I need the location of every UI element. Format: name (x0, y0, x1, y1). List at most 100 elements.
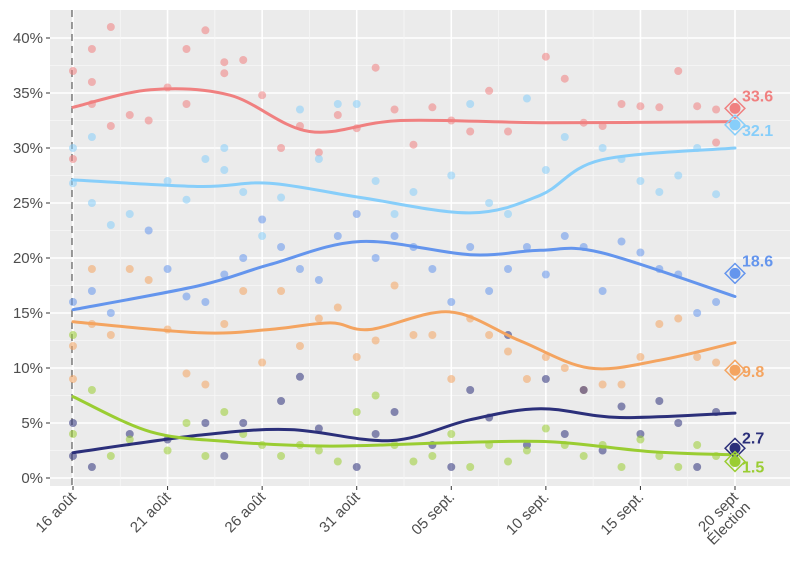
trend-line (71, 395, 737, 457)
poll-point (371, 177, 380, 185)
poll-point (522, 441, 531, 449)
result-diamond-outline (724, 113, 746, 136)
poll-point (314, 148, 323, 157)
result-label: 9.8 (742, 364, 764, 381)
poll-point (277, 144, 286, 152)
poll-point (258, 91, 267, 100)
result-marker (729, 442, 741, 454)
poll-point (409, 457, 418, 466)
poll-point (333, 100, 342, 108)
poll-point (409, 188, 418, 196)
poll-point (485, 287, 494, 295)
poll-point (504, 210, 513, 218)
poll-point (693, 353, 702, 361)
poll-point (712, 358, 721, 367)
poll-point (144, 116, 153, 125)
poll-point (352, 353, 361, 361)
poll-point (106, 309, 115, 317)
poll-point (598, 446, 607, 455)
poll-point (371, 336, 380, 345)
poll-point (106, 23, 115, 31)
poll-point (352, 210, 361, 218)
poll-point (693, 309, 702, 317)
y-tick-label: 5% (21, 415, 43, 432)
poll-point (617, 380, 626, 389)
poll-point (447, 463, 456, 471)
poll-point (295, 372, 304, 381)
poll-point (712, 190, 721, 199)
x-tick-label: 05 sept. (408, 489, 458, 539)
result-marker (729, 267, 741, 279)
poll-point (466, 100, 475, 108)
poll-point (125, 435, 134, 444)
poll-point (144, 226, 153, 235)
poll-point (182, 45, 191, 53)
poll-point (87, 199, 96, 207)
poll-point (693, 441, 702, 449)
poll-point (636, 102, 645, 111)
poll-point (314, 155, 323, 163)
poll-point (314, 446, 323, 455)
poll-point (220, 144, 229, 152)
poll-point (541, 375, 550, 383)
x-tick-label: 10 sept. (503, 489, 553, 539)
y-tick-label: 10% (13, 360, 43, 377)
poll-point (447, 171, 456, 180)
y-tick-label: 0% (21, 470, 43, 487)
poll-point (87, 265, 96, 273)
poll-point (352, 463, 361, 471)
y-tick-label: 30% (13, 140, 43, 157)
poll-point (522, 446, 531, 455)
poll-point (617, 237, 626, 246)
poll-point (239, 287, 248, 295)
poll-point (560, 133, 569, 141)
poll-point (655, 320, 664, 328)
y-tick-label: 25% (13, 195, 43, 212)
poll-point (314, 424, 323, 433)
poll-point (560, 74, 569, 83)
poll-point (106, 122, 115, 130)
poll-point (447, 375, 456, 383)
poll-point (144, 276, 153, 284)
poll-point (182, 100, 191, 108)
poll-point (333, 111, 342, 119)
x-tick-label: 31 août (316, 488, 364, 536)
poll-point (579, 452, 588, 460)
poll-point (522, 243, 531, 251)
poll-point (106, 221, 115, 229)
poll-point (541, 52, 550, 61)
poll-point (390, 232, 399, 240)
poll-point (106, 331, 115, 339)
poll-point (182, 419, 191, 427)
poll-point (69, 430, 77, 438)
poll-point (409, 331, 418, 339)
poll-point (239, 188, 248, 196)
poll-point (87, 386, 96, 394)
poll-point (220, 270, 229, 279)
poll-point (277, 397, 286, 405)
poll-point (258, 215, 267, 224)
poll-point (277, 287, 286, 295)
poll-point (598, 380, 607, 389)
poll-point (87, 463, 96, 471)
poll-point (125, 430, 134, 438)
poll-point (447, 430, 456, 438)
result-label: 33.6 (742, 88, 773, 105)
poll-point (352, 408, 361, 416)
poll-point (87, 287, 96, 295)
poll-point (239, 419, 248, 427)
poll-point (220, 452, 229, 460)
poll-point (560, 232, 569, 240)
poll-point (69, 342, 77, 350)
poll-point (258, 232, 267, 240)
poll-point (712, 138, 721, 147)
poll-point (390, 210, 399, 218)
result-marker (729, 456, 741, 467)
poll-point (466, 243, 475, 251)
result-label: 1.5 (742, 460, 764, 477)
poll-point (69, 67, 77, 75)
result-marker (729, 119, 741, 131)
poll-point (333, 303, 342, 312)
y-tick-label: 40% (13, 30, 43, 47)
